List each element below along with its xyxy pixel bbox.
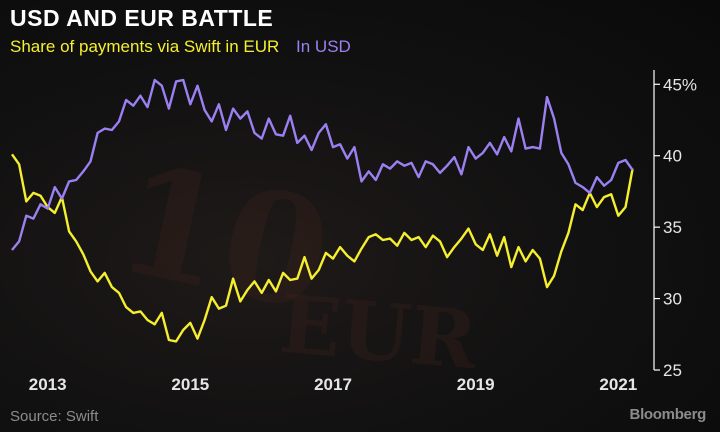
y-tick-label: 35	[663, 218, 682, 237]
x-tick-label: 2021	[599, 375, 637, 394]
y-tick-label: 45%	[663, 75, 697, 94]
series-line-usd	[11, 78, 634, 251]
legend-eur: Share of payments via Swift in EUR	[10, 37, 280, 56]
source-note: Source: Swift	[10, 408, 99, 425]
y-tick-label: 25	[663, 361, 682, 380]
x-tick-label: 2017	[314, 375, 352, 394]
brand-logo: Bloomberg	[629, 406, 707, 423]
y-tick-label: 40	[663, 147, 682, 166]
series-line-eur	[11, 153, 634, 343]
y-tick-label: 30	[663, 290, 682, 309]
chart-title: USD AND EUR BATTLE	[10, 5, 274, 31]
x-tick-label: 2019	[457, 375, 495, 394]
legend-usd: In USD	[296, 37, 351, 56]
x-tick-label: 2013	[29, 375, 67, 394]
series-layer	[11, 78, 634, 343]
x-axis-ticks: 2013 2015 2017 2019 2021	[29, 375, 637, 394]
x-tick-label: 2015	[171, 375, 209, 394]
chart-legend: Share of payments via Swift in EUR In US…	[10, 37, 351, 57]
y-axis-ticks: 25 30 35 40 45%	[654, 75, 697, 380]
